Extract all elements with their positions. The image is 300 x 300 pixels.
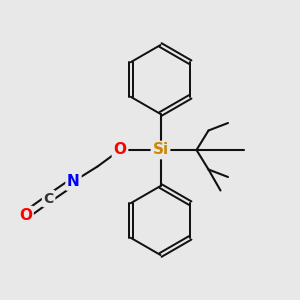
Text: C: C	[44, 192, 54, 206]
Text: O: O	[113, 142, 127, 158]
Text: N: N	[67, 174, 80, 189]
Text: O: O	[19, 208, 32, 223]
Text: Si: Si	[152, 142, 169, 158]
